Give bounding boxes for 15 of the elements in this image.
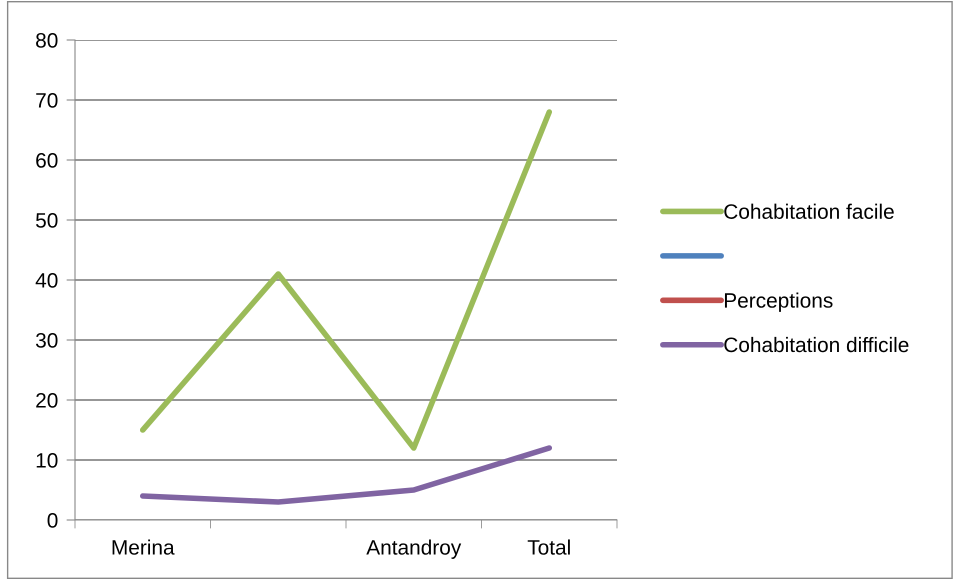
y-tick-label: 50 xyxy=(36,213,58,228)
x-tick-label: Total xyxy=(528,539,570,555)
y-tick-label: 60 xyxy=(36,153,58,168)
y-tick-label: 0 xyxy=(48,513,58,528)
y-tick-label: 70 xyxy=(36,93,58,108)
x-tick-label: Merina xyxy=(112,539,175,555)
y-tick-label: 20 xyxy=(36,393,58,408)
y-tick-label: 80 xyxy=(36,33,58,48)
y-tick-label: 40 xyxy=(36,273,58,288)
y-tick-label: 30 xyxy=(36,333,58,348)
legend-label: Cohabitation facile xyxy=(724,204,894,219)
legend-label: Perceptions xyxy=(724,292,833,312)
x-tick-label: Antandroy xyxy=(366,539,462,559)
legend-label: Cohabitation difficile xyxy=(724,336,908,352)
y-tick-label: 10 xyxy=(36,453,58,468)
